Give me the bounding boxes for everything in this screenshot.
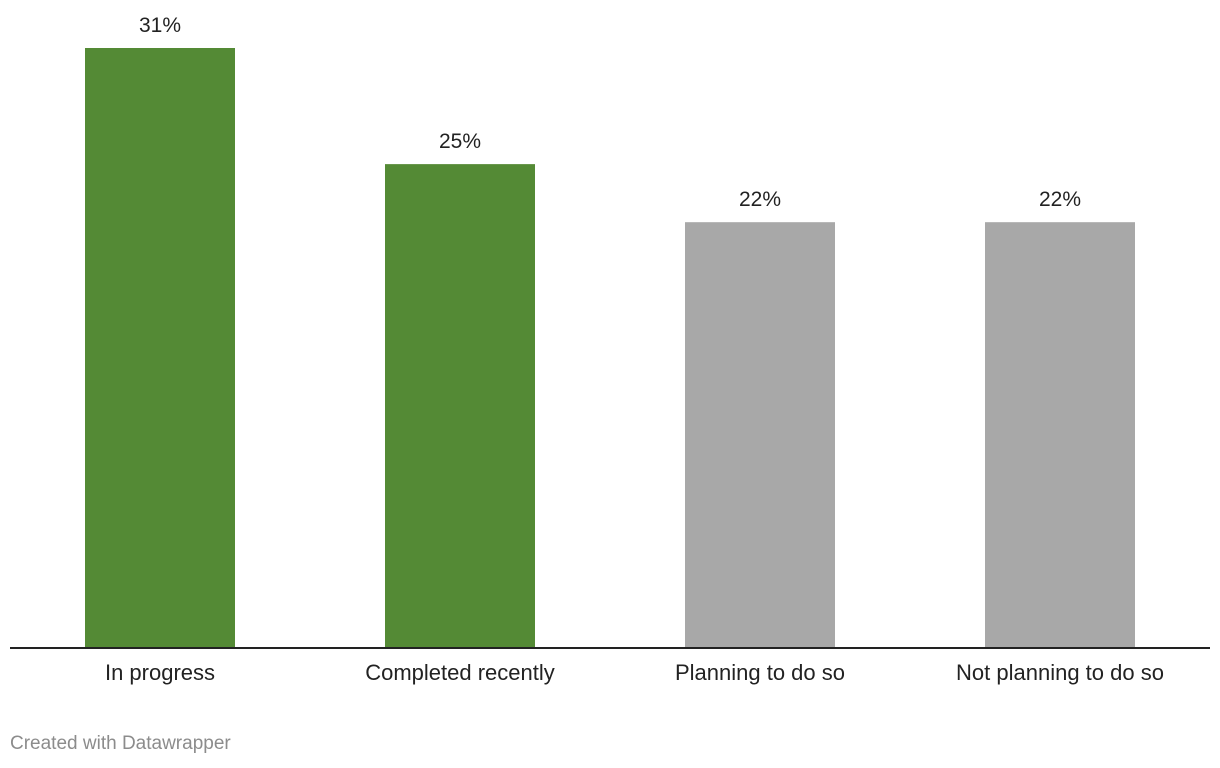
category-label-1: Completed recently [365,660,555,685]
footer-credit: Created with Datawrapper [10,733,231,754]
bars-group [85,48,1135,648]
category-label-0: In progress [105,660,215,685]
category-label-3: Not planning to do so [956,660,1164,685]
bar-0 [85,48,235,648]
bar-2 [685,222,835,648]
value-label-3: 22% [1039,188,1081,211]
category-label-2: Planning to do so [675,660,845,685]
value-label-1: 25% [439,130,481,153]
value-label-0: 31% [139,14,181,37]
value-labels-group: 31% 25% 22% 22% [139,14,1081,211]
bar-1 [385,164,535,648]
bar-3 [985,222,1135,648]
category-labels-group: In progress Completed recently Planning to… [105,660,1164,685]
value-label-2: 22% [739,188,781,211]
